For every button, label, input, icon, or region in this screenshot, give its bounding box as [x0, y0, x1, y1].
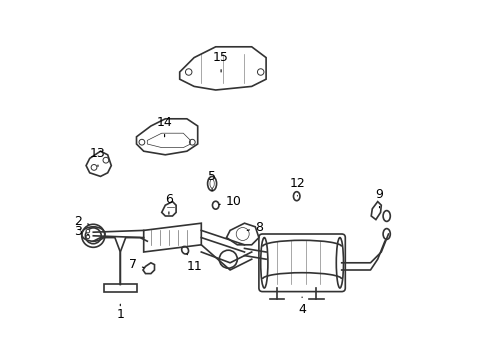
Text: 9: 9 — [375, 188, 383, 208]
Circle shape — [86, 235, 89, 239]
Text: 8: 8 — [247, 221, 263, 234]
Text: 1: 1 — [116, 304, 124, 321]
Text: 12: 12 — [289, 177, 305, 196]
Circle shape — [86, 229, 89, 233]
Text: 2: 2 — [74, 215, 89, 228]
Text: 13: 13 — [90, 147, 105, 166]
Text: 15: 15 — [213, 51, 228, 72]
Text: 11: 11 — [186, 254, 202, 273]
Text: 3: 3 — [74, 225, 89, 238]
Text: 10: 10 — [219, 195, 241, 208]
Text: 14: 14 — [156, 116, 172, 137]
Text: 6: 6 — [164, 193, 172, 214]
Text: 5: 5 — [208, 170, 216, 191]
Text: 7: 7 — [129, 258, 143, 271]
Text: 4: 4 — [298, 297, 305, 316]
